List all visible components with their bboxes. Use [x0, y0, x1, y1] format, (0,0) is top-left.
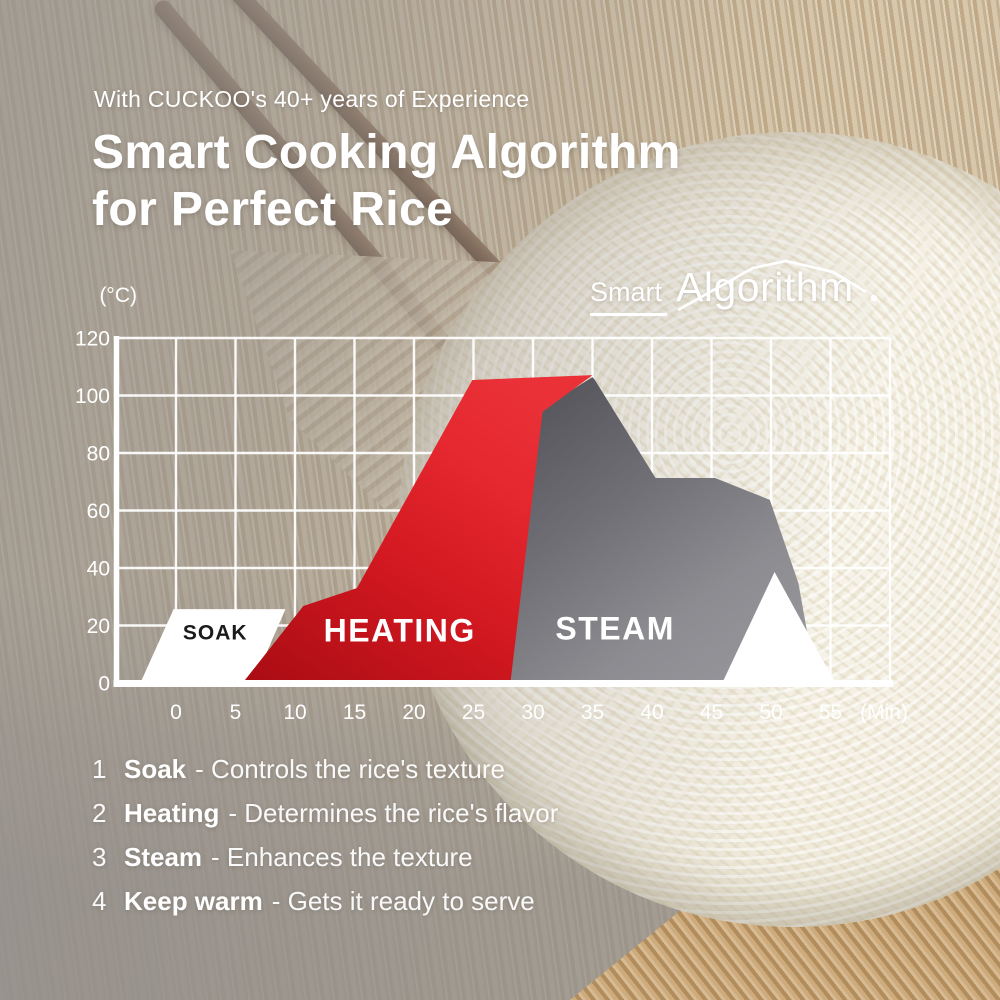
legend-number: 4 — [92, 886, 107, 916]
logo-algorithm-text: Algorithm — [676, 264, 854, 310]
legend-desc: - Controls the rice's texture — [195, 754, 506, 784]
legend: 1 Soak - Controls the rice's texture 2 H… — [92, 753, 558, 929]
legend-number: 1 — [92, 754, 107, 784]
legend-name: Soak — [124, 754, 187, 784]
legend-item-keep-warm: 4 Keep warm - Gets it ready to serve — [92, 885, 558, 918]
page-title: Smart Cooking Algorithm for Perfect Rice — [92, 124, 681, 238]
y-tick-label: 100 — [75, 385, 110, 408]
x-tick-label: 30 — [521, 701, 544, 724]
x-tick-label: 10 — [283, 701, 306, 724]
x-tick-label: 55 — [819, 701, 842, 724]
phase-area-keep-warm — [722, 572, 836, 683]
algorithm-zigzag-icon — [677, 259, 878, 312]
title-line-2: for Perfect Rice — [92, 183, 454, 236]
phase-area-heating — [242, 375, 593, 683]
x-tick-label: 50 — [759, 701, 782, 724]
legend-number: 2 — [92, 798, 107, 828]
phase-label-soak: SOAK — [183, 621, 248, 644]
x-tick-label: 15 — [343, 701, 366, 724]
phase-area-soak — [140, 609, 286, 683]
y-tick-label: 40 — [87, 558, 110, 581]
legend-name: Heating — [124, 798, 220, 828]
legend-item-heating: 2 Heating - Determines the rice's flavor — [92, 797, 558, 830]
y-axis-unit-label: (°C) — [99, 284, 137, 307]
legend-desc: - Enhances the texture — [211, 842, 473, 872]
x-tick-label: 25 — [462, 701, 485, 724]
x-tick-label: 20 — [402, 701, 425, 724]
legend-number: 3 — [92, 842, 107, 872]
legend-desc: - Determines the rice's flavor — [228, 798, 559, 828]
y-tick-label: 20 — [87, 615, 110, 638]
legend-item-steam: 3 Steam - Enhances the texture — [92, 841, 558, 874]
y-tick-label: 120 — [75, 328, 110, 351]
x-tick-label: 5 — [230, 701, 242, 724]
title-line-1: Smart Cooking Algorithm — [92, 126, 681, 179]
x-axis-unit-label: (Min) — [860, 701, 908, 724]
x-tick-label: 45 — [700, 701, 723, 724]
x-tick-label: 35 — [581, 701, 604, 724]
header-subtitle: With CUCKOO's 40+ years of Experience — [94, 86, 530, 112]
phase-area-steam — [504, 377, 817, 683]
smart-algorithm-logo: Smart Algorithm — [590, 264, 854, 316]
y-tick-label: 0 — [98, 673, 110, 696]
legend-name: Steam — [124, 842, 203, 872]
y-tick-label: 60 — [87, 500, 110, 523]
legend-item-soak: 1 Soak - Controls the rice's texture — [92, 753, 558, 786]
legend-desc: - Gets it ready to serve — [271, 886, 535, 916]
logo-smart-text: Smart — [590, 277, 668, 316]
y-tick-label: 80 — [87, 443, 110, 466]
phase-label-steam: STEAM — [555, 610, 675, 646]
x-tick-label: 40 — [640, 701, 663, 724]
phase-label-heating: HEATING — [324, 613, 476, 649]
legend-name: Keep warm — [124, 886, 263, 916]
x-tick-label: 0 — [170, 701, 182, 724]
